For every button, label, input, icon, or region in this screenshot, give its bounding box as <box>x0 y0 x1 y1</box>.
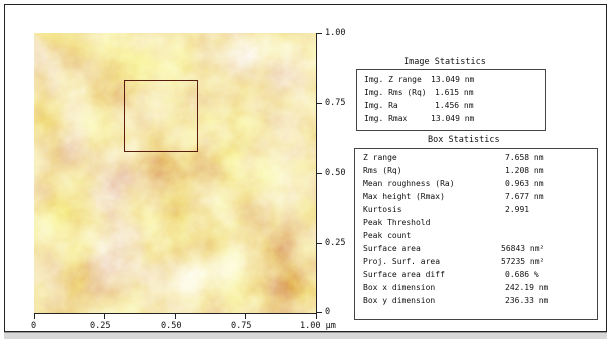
stat-value: 13.049 nm <box>431 75 475 84</box>
stat-value: 1.456 nm <box>435 101 474 110</box>
stat-label: Mean roughness (Ra) <box>363 179 455 188</box>
x-tick <box>245 314 246 319</box>
stat-label: Rms (Rq) <box>363 166 402 175</box>
stat-value: 2.991 <box>505 205 530 214</box>
stat-label: Box x dimension <box>363 283 436 292</box>
x-tick-label: 1.00 µm <box>300 321 336 331</box>
stat-label: Surface area diff <box>363 270 445 279</box>
y-tick <box>317 103 322 104</box>
x-axis-line <box>34 313 317 314</box>
x-tick-label: 0 <box>31 321 37 331</box>
stat-value: 1.615 nm <box>435 88 474 97</box>
y-tick-label: 0 <box>325 307 331 317</box>
stat-label: Peak Threshold <box>363 218 431 227</box>
x-tick <box>175 314 176 319</box>
stat-label: Box y dimension <box>363 296 436 305</box>
x-tick <box>316 314 317 319</box>
stat-value: 0.963 nm <box>505 179 544 188</box>
stat-label: Z range <box>363 153 397 162</box>
image-statistics-title: Image Statistics <box>404 57 486 67</box>
box-statistics-title: Box Statistics <box>428 135 500 145</box>
box-statistics-panel: Z range 7.658 nm Rms (Rq) 1.208 nm Mean … <box>354 148 598 320</box>
stat-label: Proj. Surf. area <box>363 257 441 266</box>
analysis-box[interactable] <box>124 80 198 152</box>
x-tick-label: 0.25 <box>90 321 111 331</box>
stat-label: Img. Ra <box>364 101 398 110</box>
stat-label: Peak count <box>363 231 412 240</box>
y-tick <box>317 173 322 174</box>
stat-value: 0.686 % <box>505 270 539 279</box>
x-tick <box>104 314 105 319</box>
stat-label: Img. Rms (Rq) <box>364 88 427 97</box>
y-tick-label: 1.00 <box>325 28 346 38</box>
stat-label: Surface area <box>363 244 421 253</box>
stat-value: 56843 nm² <box>501 244 545 253</box>
stat-value: 13.049 nm <box>431 114 475 123</box>
y-tick-label: 0.25 <box>325 238 346 248</box>
stat-label: Max height (Rmax) <box>363 192 445 201</box>
stat-value: 1.208 nm <box>505 166 544 175</box>
x-tick <box>34 314 35 319</box>
y-tick-label: 0.50 <box>325 168 346 178</box>
y-tick <box>317 33 322 34</box>
stat-label: Kurtosis <box>363 205 402 214</box>
window-bottom-bar <box>4 332 607 339</box>
stat-value: 236.33 nm <box>505 296 549 305</box>
y-tick-label: 0.75 <box>325 98 346 108</box>
stat-value: 7.677 nm <box>505 192 544 201</box>
stat-value: 57235 nm² <box>501 257 545 266</box>
x-tick-label: 0.50 <box>161 321 182 331</box>
y-tick <box>317 243 322 244</box>
afm-texture <box>34 33 316 313</box>
x-tick-label: 0.75 <box>231 321 252 331</box>
stat-value: 7.658 nm <box>505 153 544 162</box>
image-statistics-panel: Img. Z range 13.049 nm Img. Rms (Rq) 1.6… <box>356 69 546 131</box>
afm-height-image[interactable] <box>34 33 316 313</box>
stat-value: 242.19 nm <box>505 283 549 292</box>
stat-label: Img. Rmax <box>364 114 408 123</box>
stat-label: Img. Z range <box>364 75 422 84</box>
y-tick <box>317 312 322 313</box>
y-axis-line <box>316 33 317 313</box>
